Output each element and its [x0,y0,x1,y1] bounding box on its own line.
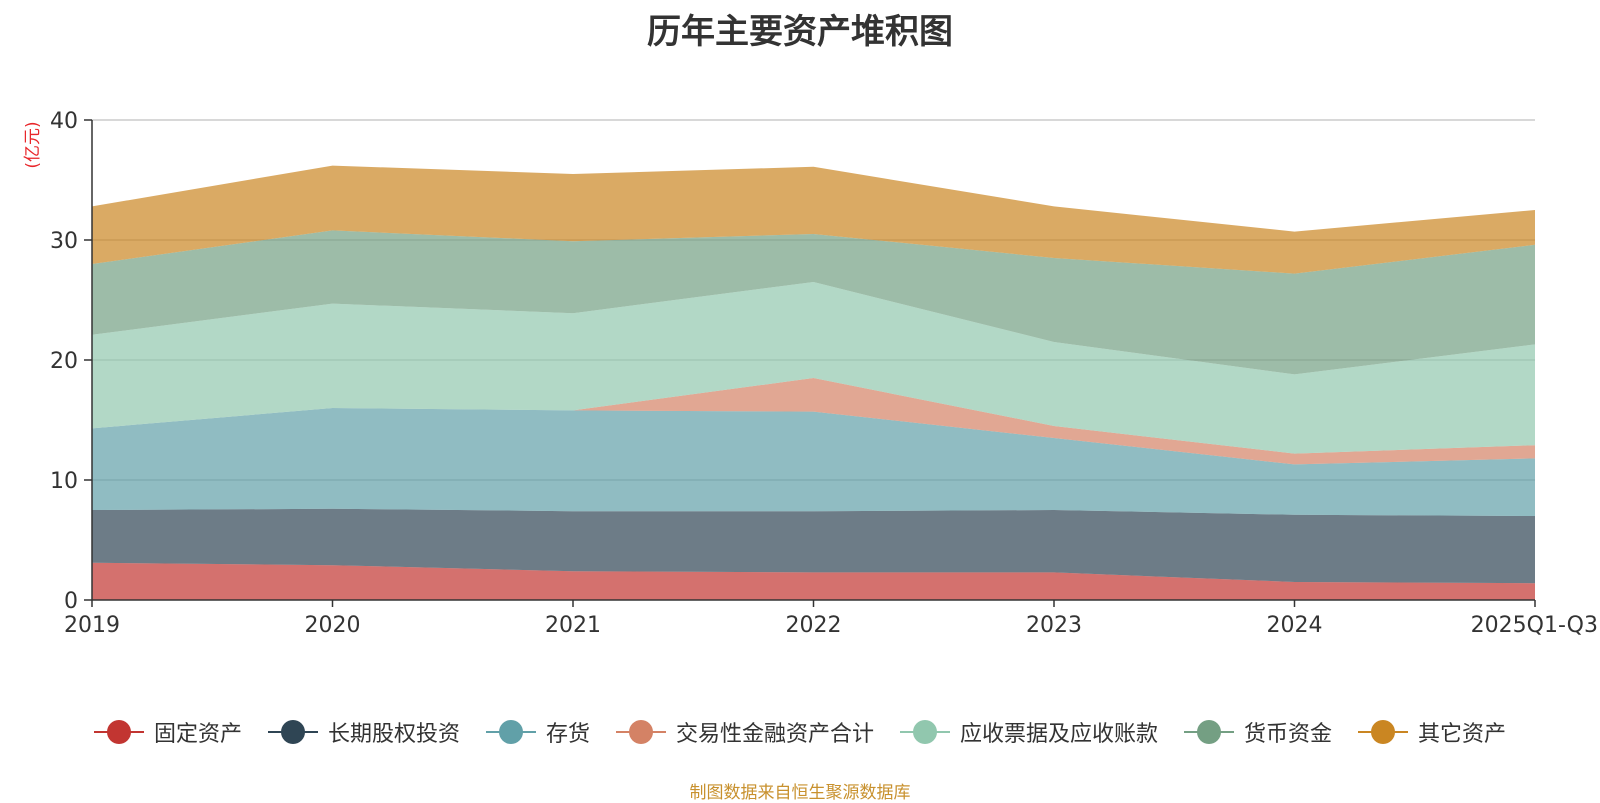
legend-swatch [93,719,144,745]
area-series-2 [92,408,1535,516]
x-tick-label: 2022 [786,613,842,638]
legend-swatch [267,719,318,745]
area-series-5 [92,230,1535,375]
chart-title: 历年主要资产堆积图 [647,12,953,52]
y-axis-unit-label: (亿元) [23,121,43,168]
legend-item[interactable]: 货币资金 [1184,716,1332,748]
legend-swatch [1184,719,1235,745]
x-tick-label: 2023 [1026,613,1082,638]
legend-swatch [615,719,666,745]
legend-label: 存货 [545,722,590,747]
legend-item[interactable]: 固定资产 [93,716,242,748]
legend-swatch [1358,719,1409,745]
x-tick-label: 2025Q1-Q3 [1471,613,1598,638]
y-tick-label: 10 [50,469,78,494]
area-series-1 [92,508,1535,584]
area-series-0 [92,562,1535,600]
legend-label: 固定资产 [153,722,242,747]
x-tick-label: 2020 [305,613,361,638]
y-tick-label: 30 [50,229,78,254]
legend: 固定资产 长期股权投资 存货 交易性金融资产合计 应收票据及应收账款 货币资金 其它资产 [0,716,1600,748]
legend-label: 应收票据及应收账款 [960,722,1159,747]
area-series-3 [92,378,1535,465]
legend-item[interactable]: 其它资产 [1358,716,1506,748]
legend-label: 长期股权投资 [327,722,460,747]
legend-item[interactable]: 应收票据及应收账款 [900,716,1158,748]
legend-swatch [900,719,950,745]
x-tick-label: 2019 [64,613,120,638]
x-tick-label: 2021 [545,613,601,638]
y-tick-label: 0 [64,589,78,614]
x-tick-label: 2024 [1267,613,1323,638]
area-series-4 [92,282,1535,454]
y-tick-label: 40 [50,109,78,134]
area-series-6 [92,165,1535,274]
legend-item[interactable]: 交易性金融资产合计 [615,716,874,748]
legend-item[interactable]: 长期股权投资 [267,716,460,748]
axes: 0 10 20 30 40 2019 2020 2021 2022 2023 2024 2025Q1-… [50,109,1598,638]
area-series [92,165,1535,600]
source-note: 制图数据来自恒生聚源数据库 [689,783,911,803]
legend-label: 其它资产 [1418,722,1507,747]
y-tick-label: 20 [50,349,78,374]
legend-label: 货币资金 [1244,722,1333,747]
legend-swatch [485,719,536,745]
legend-item[interactable]: 存货 [485,716,590,748]
legend-label: 交易性金融资产合计 [675,722,874,747]
